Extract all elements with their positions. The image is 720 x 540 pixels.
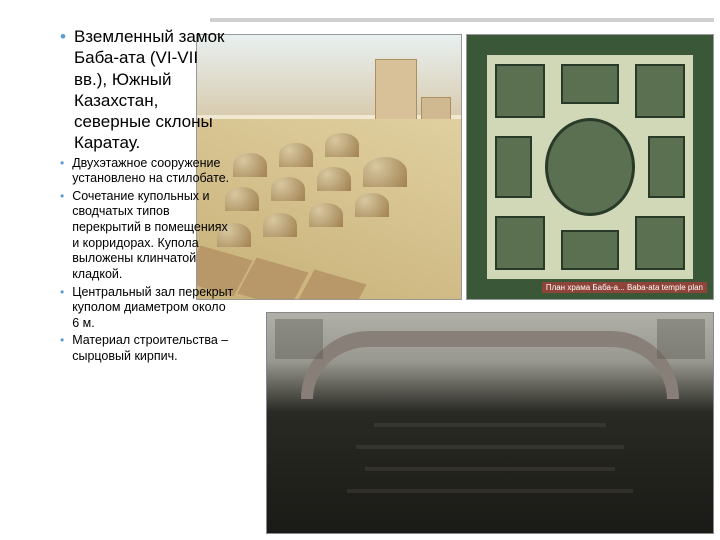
bullet-body-text: Двухэтажное сооружение установлено на ст… — [72, 156, 235, 187]
bullet-title-text: Вземленный замок Баба-ата (VI-VII вв.), … — [74, 26, 235, 154]
bullet-marker-icon: • — [60, 156, 64, 172]
header-divider — [210, 18, 714, 22]
bullet-list: • Вземленный замок Баба-ата (VI-VII вв.)… — [60, 26, 235, 367]
bullet-item-4: • Материал строительства – сырцовый кирп… — [60, 333, 235, 364]
bullet-item-title: • Вземленный замок Баба-ата (VI-VII вв.)… — [60, 26, 235, 154]
bullet-body-text: Материал строительства – сырцовый кирпич… — [72, 333, 235, 364]
bullet-marker-icon: • — [60, 285, 64, 301]
bullet-marker-icon: • — [60, 333, 64, 349]
bullet-item-2: • Сочетание купольных и сводчатых типов … — [60, 189, 235, 283]
bullet-marker-icon: • — [60, 189, 64, 205]
bullet-item-3: • Центральный зал перекрыт куполом диаме… — [60, 285, 235, 332]
image-plan: План храма Баба-а... Baba-ata temple pla… — [466, 34, 714, 300]
bullet-body-text: Центральный зал перекрыт куполом диаметр… — [72, 285, 235, 332]
bullet-marker-icon: • — [60, 26, 66, 48]
image-excavation — [266, 312, 714, 534]
image-reconstruction — [196, 34, 462, 300]
bullet-item-1: • Двухэтажное сооружение установлено на … — [60, 156, 235, 187]
bullet-body-text: Сочетание купольных и сводчатых типов пе… — [72, 189, 235, 283]
plan-caption-text: План храма Баба-а... Baba-ata temple pla… — [542, 282, 707, 293]
